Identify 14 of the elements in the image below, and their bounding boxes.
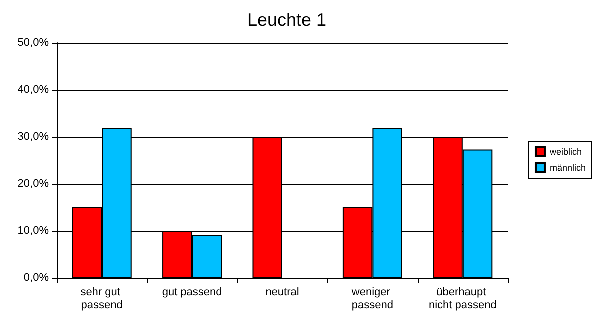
legend-label: weiblich (548, 147, 582, 157)
y-tick-label: 30,0% (18, 131, 50, 143)
y-tick-label: 40,0% (18, 84, 50, 96)
x-tick-label: sehr gut passend (80, 286, 124, 312)
chart-title: Leuchte 1 (247, 10, 327, 30)
y-tick-label: 20,0% (18, 178, 50, 190)
y-tick-label: 0,0% (24, 272, 50, 284)
x-tick-label: neutral (266, 286, 300, 298)
y-tick-label: 10,0% (18, 225, 50, 237)
x-tick-label: weniger passend (350, 286, 394, 312)
x-tick-label: gut passend (162, 286, 222, 298)
x-tick-label: überhaupt nicht passend (428, 286, 497, 312)
y-tick-label: 50,0% (18, 37, 50, 49)
legend-label: männlich (550, 163, 586, 173)
